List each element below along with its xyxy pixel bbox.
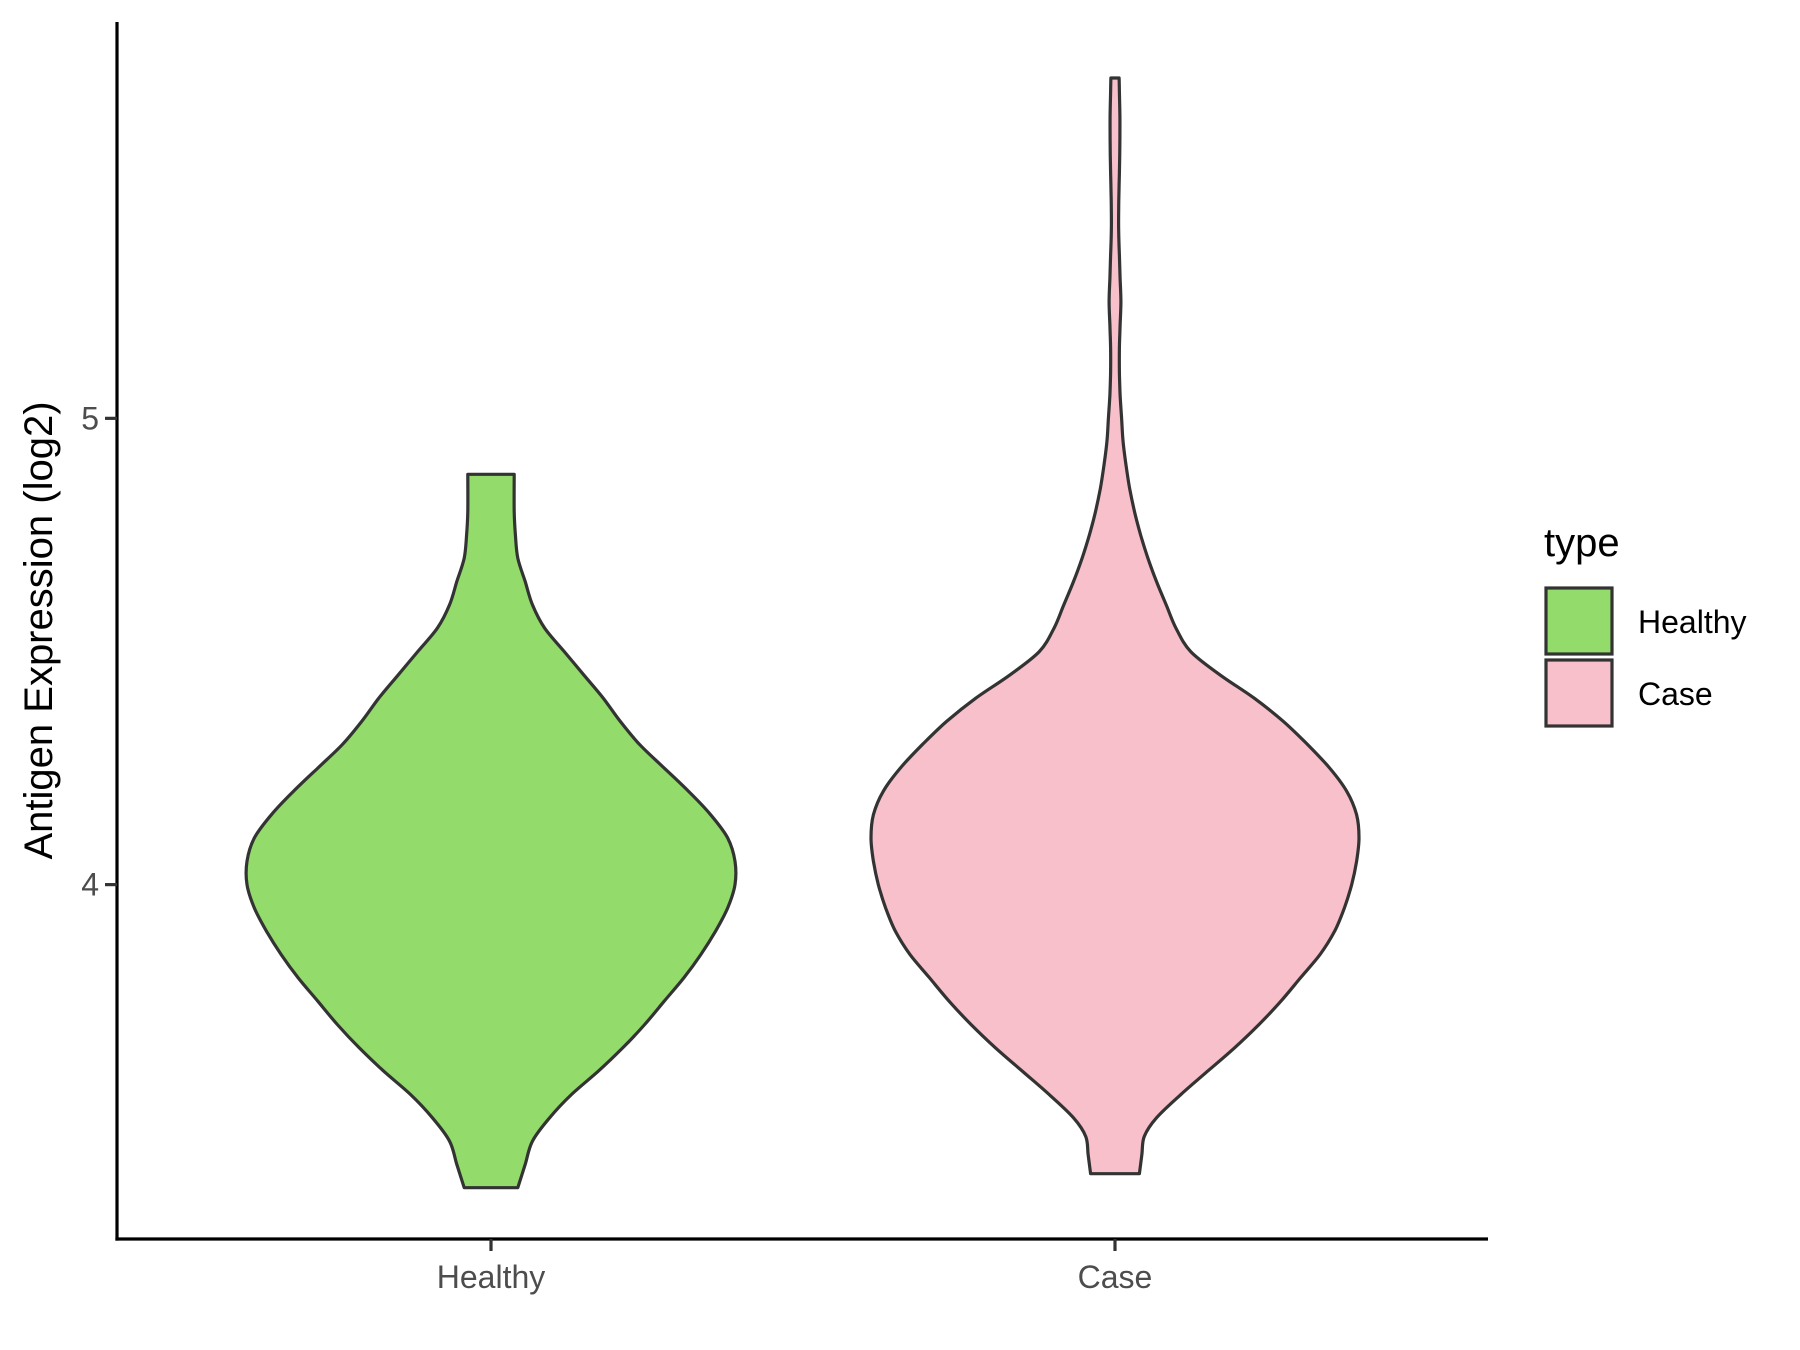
x-tick-label: Case xyxy=(1078,1259,1153,1295)
x-tick-label: Healthy xyxy=(437,1259,546,1295)
legend-key-healthy xyxy=(1544,586,1614,656)
y-axis-ticks: 45 xyxy=(81,400,117,903)
legend-key-case xyxy=(1544,658,1614,728)
y-tick-label: 5 xyxy=(81,400,99,436)
legend-label-healthy: Healthy xyxy=(1638,604,1747,640)
axes: 45 Healthy Case Antigen Expression (log2) xyxy=(17,22,1488,1295)
y-axis-title: Antigen Expression (log2) xyxy=(17,401,61,859)
legend-label-case: Case xyxy=(1638,676,1713,712)
violin-case xyxy=(869,76,1361,1176)
x-axis-ticks: Healthy Case xyxy=(437,1239,1153,1295)
legend: type Healthy Case xyxy=(1544,521,1747,728)
violin-layer xyxy=(244,76,1361,1190)
violin-healthy xyxy=(244,472,738,1190)
legend-items: Healthy Case xyxy=(1544,586,1747,728)
legend-title: type xyxy=(1544,521,1620,565)
y-tick-label: 4 xyxy=(81,867,99,903)
